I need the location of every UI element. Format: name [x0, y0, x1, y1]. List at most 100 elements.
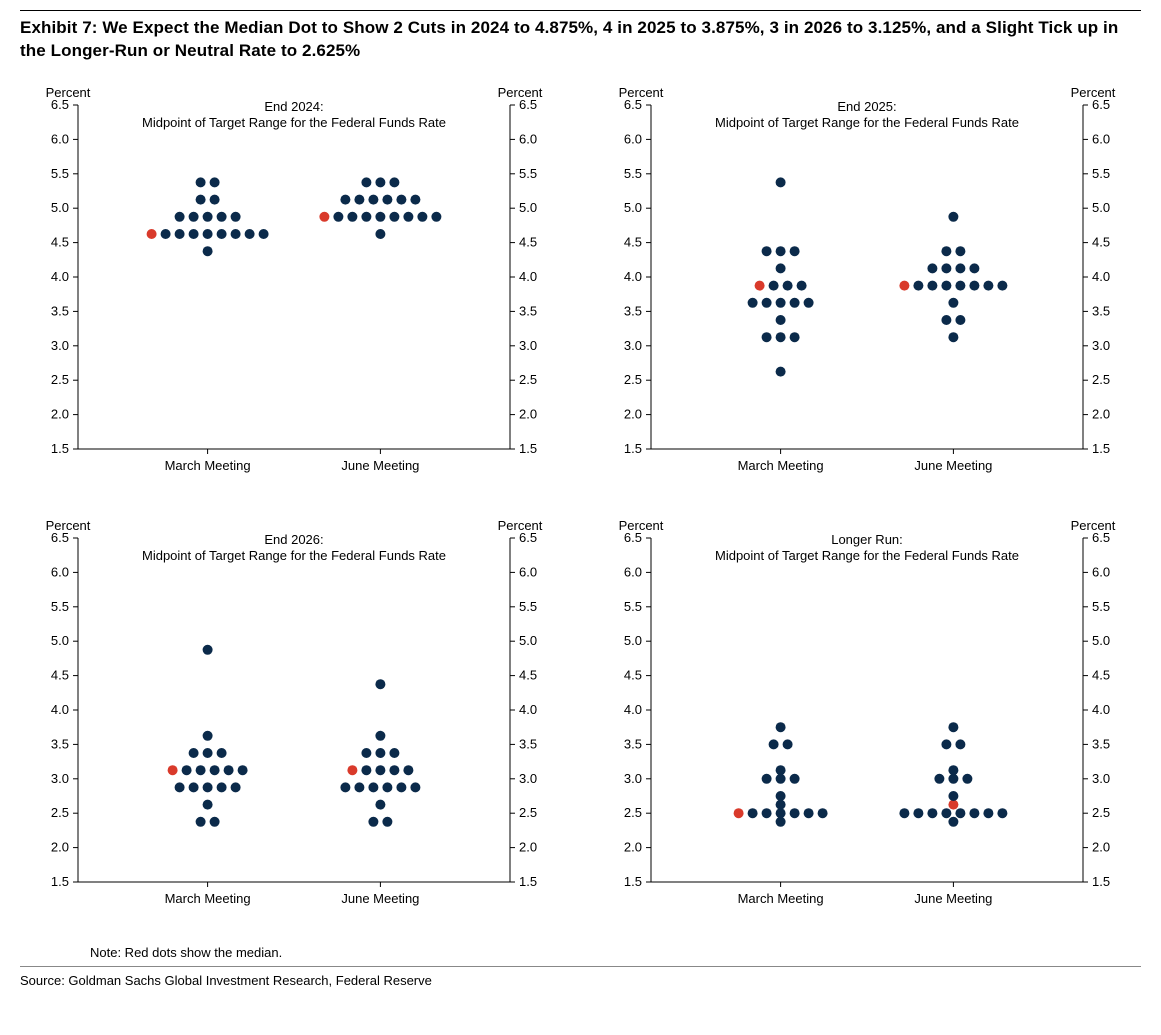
dot	[333, 212, 343, 222]
ytick-label: 2.5	[519, 372, 537, 387]
ytick-label: 3.5	[1092, 303, 1110, 318]
dot	[210, 817, 220, 827]
panel-title-line1: Longer Run:	[831, 532, 903, 547]
ytick-label: 2.0	[1092, 406, 1110, 421]
ytick-label: 6.0	[51, 564, 69, 579]
ytick-label: 6.0	[519, 564, 537, 579]
dot	[375, 229, 385, 239]
dot	[375, 679, 385, 689]
ytick-label: 3.0	[51, 338, 69, 353]
ytick-label: 1.5	[623, 874, 641, 889]
dot	[224, 765, 234, 775]
dot	[382, 194, 392, 204]
dot	[969, 808, 979, 818]
ytick-label: 2.0	[623, 406, 641, 421]
dot	[354, 782, 364, 792]
dot	[203, 748, 213, 758]
dot	[340, 782, 350, 792]
dot	[396, 782, 406, 792]
dot	[997, 280, 1007, 290]
dot	[403, 765, 413, 775]
dot	[354, 194, 364, 204]
dot	[210, 765, 220, 775]
ytick-label: 1.5	[519, 874, 537, 889]
dot	[375, 748, 385, 758]
dot	[410, 194, 420, 204]
dot	[196, 194, 206, 204]
dot	[927, 808, 937, 818]
panel-end-2025: PercentPercentEnd 2025:Midpoint of Targe…	[593, 81, 1142, 506]
ytick-label: 1.5	[1092, 441, 1110, 456]
dot	[368, 782, 378, 792]
dot	[217, 212, 227, 222]
dot	[775, 722, 785, 732]
ytick-label: 2.5	[1092, 805, 1110, 820]
dot	[969, 263, 979, 273]
ytick-label: 2.0	[51, 839, 69, 854]
panel-grid: PercentPercentEnd 2024:Midpoint of Targe…	[20, 81, 1141, 939]
dot	[796, 280, 806, 290]
ytick-label: 5.5	[519, 166, 537, 181]
ytick-label: 2.0	[519, 839, 537, 854]
dot	[203, 246, 213, 256]
dot	[203, 212, 213, 222]
ytick-label: 2.5	[51, 372, 69, 387]
dot	[375, 765, 385, 775]
dot	[934, 774, 944, 784]
dot	[789, 808, 799, 818]
median-dot	[168, 765, 178, 775]
ytick-label: 4.5	[51, 234, 69, 249]
ytick-label: 4.0	[51, 702, 69, 717]
dot	[375, 799, 385, 809]
dot	[189, 748, 199, 758]
dot	[217, 229, 227, 239]
dot	[175, 229, 185, 239]
ytick-label: 6.5	[51, 530, 69, 545]
dot	[775, 791, 785, 801]
dot	[361, 177, 371, 187]
ytick-label: 5.5	[623, 599, 641, 614]
dot	[203, 782, 213, 792]
dot	[948, 298, 958, 308]
dot	[899, 808, 909, 818]
dot	[175, 782, 185, 792]
dot	[161, 229, 171, 239]
dot	[782, 280, 792, 290]
dot	[431, 212, 441, 222]
dot	[983, 280, 993, 290]
dot	[768, 280, 778, 290]
ytick-label: 6.5	[1092, 97, 1110, 112]
dot	[775, 246, 785, 256]
ytick-label: 3.5	[51, 303, 69, 318]
dot	[948, 722, 958, 732]
dot	[803, 298, 813, 308]
dot	[913, 280, 923, 290]
ytick-label: 3.0	[51, 771, 69, 786]
x-category-label: June Meeting	[914, 891, 992, 906]
dot	[389, 177, 399, 187]
dot	[789, 332, 799, 342]
dot	[231, 212, 241, 222]
x-category-label: March Meeting	[165, 891, 251, 906]
ytick-label: 3.0	[1092, 338, 1110, 353]
median-dot	[754, 280, 764, 290]
dot	[747, 298, 757, 308]
ytick-label: 4.0	[1092, 702, 1110, 717]
dot	[389, 748, 399, 758]
ytick-label: 2.5	[623, 372, 641, 387]
ytick-label: 6.5	[519, 530, 537, 545]
ytick-label: 4.0	[1092, 269, 1110, 284]
top-rule	[20, 10, 1141, 11]
dot	[775, 808, 785, 818]
ytick-label: 5.5	[51, 166, 69, 181]
panel-title-line1: End 2025:	[837, 99, 896, 114]
ytick-label: 6.5	[623, 97, 641, 112]
median-dot	[319, 212, 329, 222]
dot	[410, 782, 420, 792]
ytick-label: 3.5	[519, 736, 537, 751]
ytick-label: 5.0	[1092, 633, 1110, 648]
ytick-label: 2.5	[519, 805, 537, 820]
ytick-label: 5.0	[623, 633, 641, 648]
ytick-label: 2.0	[51, 406, 69, 421]
ytick-label: 5.5	[519, 599, 537, 614]
